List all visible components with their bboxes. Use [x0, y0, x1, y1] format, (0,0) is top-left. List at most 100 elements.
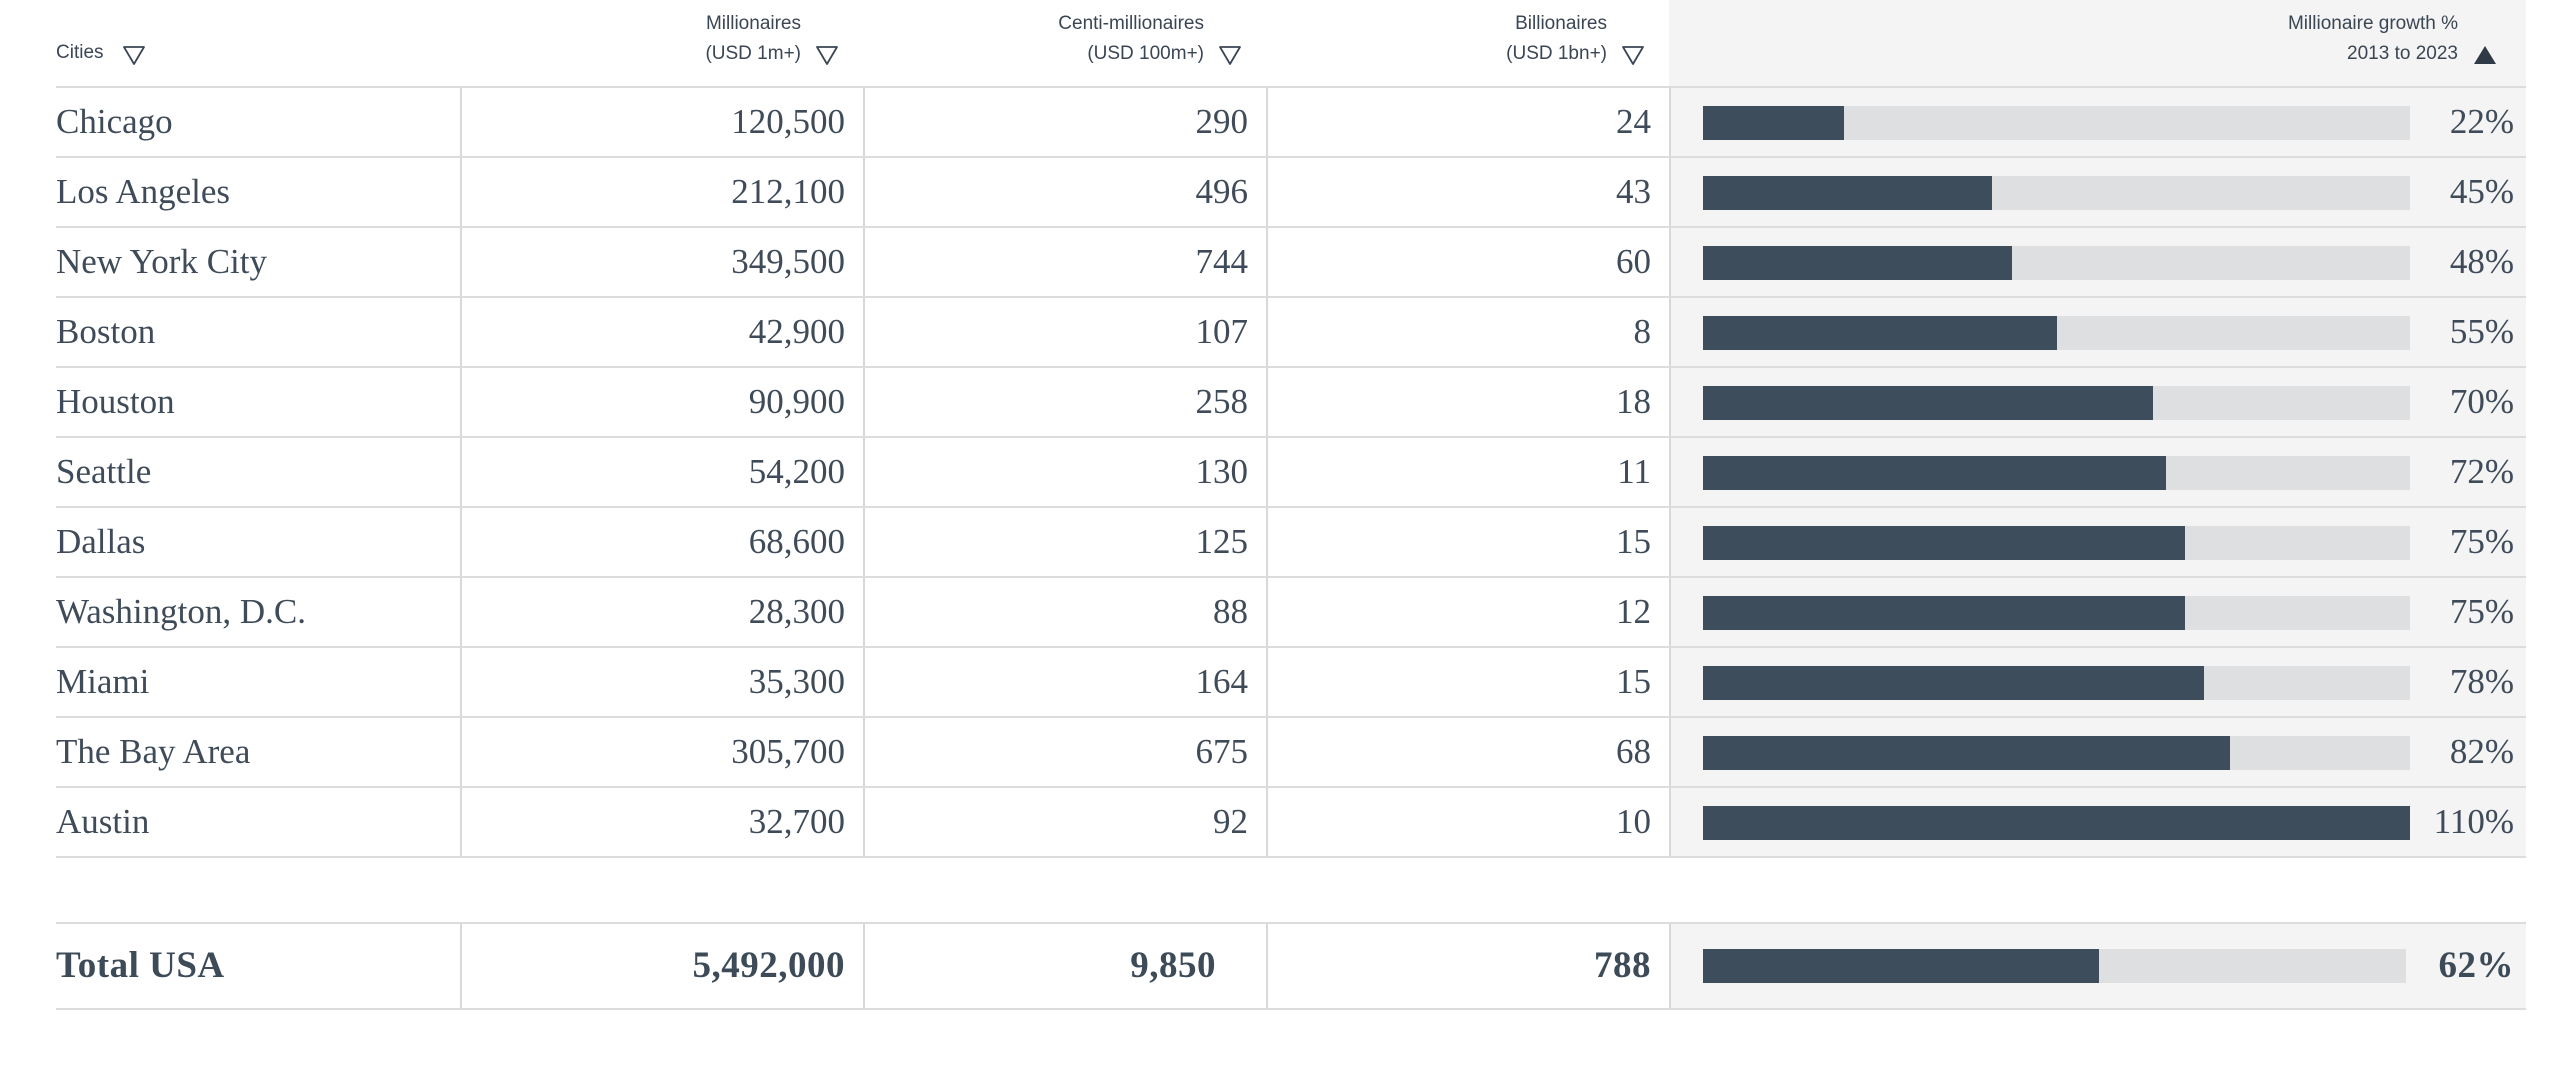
centi-millionaires-value: 258 — [863, 368, 1266, 436]
billionaires-value: 11 — [1266, 438, 1669, 506]
centi-millionaires-value: 496 — [863, 158, 1266, 226]
billionaires-value: 24 — [1266, 88, 1669, 156]
millionaires-value: 68,600 — [460, 508, 863, 576]
centi-millionaires-value: 130 — [863, 438, 1266, 506]
centi-millionaires-value: 125 — [863, 508, 1266, 576]
growth-percent: 75% — [2449, 592, 2514, 631]
growth-bar — [1703, 316, 2057, 350]
growth-cell: 48% — [1669, 228, 2526, 296]
billionaires-value: 43 — [1266, 158, 1669, 226]
header-centi-millionaires[interactable]: Centi-millionaires (USD 100m+) — [863, 0, 1266, 86]
centi-millionaires-value: 675 — [863, 718, 1266, 786]
millionaires-value: 32,700 — [460, 788, 863, 856]
total-centi-millionaires: 9,850 — [863, 924, 1266, 1008]
growth-cell: 55% — [1669, 298, 2526, 366]
growth-bar-track — [1703, 246, 2410, 280]
header-billionaires[interactable]: Billionaires (USD 1bn+) — [1266, 0, 1669, 86]
growth-percent: 70% — [2449, 382, 2514, 421]
city-name: Miami — [56, 662, 150, 701]
growth-percent: 78% — [2449, 662, 2514, 701]
table-row: Chicago 120,500 290 24 22% — [56, 88, 2526, 158]
table-row: Austin 32,700 92 10 110% — [56, 788, 2526, 858]
growth-bar-track — [1703, 666, 2410, 700]
growth-bar — [1703, 526, 2185, 560]
centi-millionaires-value: 107 — [863, 298, 1266, 366]
millionaires-value: 212,100 — [460, 158, 863, 226]
growth-bar-track — [1703, 526, 2410, 560]
growth-cell: 22% — [1669, 88, 2526, 156]
growth-bar-track — [1703, 736, 2410, 770]
growth-cell: 72% — [1669, 438, 2526, 506]
city-name: Houston — [56, 382, 175, 421]
header-centi-unit: (USD 100m+) — [1087, 43, 1204, 64]
billionaires-value: 60 — [1266, 228, 1669, 296]
millionaires-value: 28,300 — [460, 578, 863, 646]
sort-ascending-icon[interactable] — [2472, 43, 2498, 67]
growth-bar — [1703, 806, 2410, 840]
filter-icon[interactable] — [1218, 43, 1242, 67]
growth-bar — [1703, 949, 2099, 983]
billionaires-value: 12 — [1266, 578, 1669, 646]
growth-bar — [1703, 596, 2185, 630]
header-growth-period: 2013 to 2023 — [2347, 43, 2458, 64]
city-name: Seattle — [56, 452, 152, 491]
city-name: Washington, D.C. — [56, 592, 306, 631]
city-name: Los Angeles — [56, 172, 231, 211]
city-name: Dallas — [56, 522, 146, 561]
growth-percent: 22% — [2449, 102, 2514, 141]
growth-bar — [1703, 176, 1992, 210]
table-row: Dallas 68,600 125 15 75% — [56, 508, 2526, 578]
total-millionaires: 5,492,000 — [460, 924, 863, 1008]
centi-millionaires-value: 744 — [863, 228, 1266, 296]
table-row: Boston 42,900 107 8 55% — [56, 298, 2526, 368]
table-row: Washington, D.C. 28,300 88 12 75% — [56, 578, 2526, 648]
growth-bar — [1703, 736, 2230, 770]
filter-icon[interactable] — [815, 43, 839, 67]
billionaires-value: 15 — [1266, 508, 1669, 576]
billionaires-value: 15 — [1266, 648, 1669, 716]
billionaires-value: 18 — [1266, 368, 1669, 436]
header-billionaires-unit: (USD 1bn+) — [1506, 43, 1607, 64]
header-cities-label: Cities — [56, 42, 104, 63]
centi-millionaires-value: 92 — [863, 788, 1266, 856]
header-cities[interactable]: Cities — [56, 0, 460, 86]
growth-bar-track — [1703, 316, 2410, 350]
table-row: Los Angeles 212,100 496 43 45% — [56, 158, 2526, 228]
table-row: Seattle 54,200 130 11 72% — [56, 438, 2526, 508]
header-millionaires-label: Millionaires — [705, 13, 801, 34]
millionaires-value: 35,300 — [460, 648, 863, 716]
growth-bar — [1703, 386, 2153, 420]
centi-millionaires-value: 88 — [863, 578, 1266, 646]
spacer — [56, 858, 2526, 922]
city-name: Boston — [56, 312, 156, 351]
growth-bar-track — [1703, 456, 2410, 490]
centi-millionaires-value: 290 — [863, 88, 1266, 156]
growth-bar-track — [1703, 949, 2406, 983]
table-row: Miami 35,300 164 15 78% — [56, 648, 2526, 718]
growth-cell: 75% — [1669, 508, 2526, 576]
header-billionaires-label: Billionaires — [1515, 13, 1607, 34]
centi-millionaires-value: 164 — [863, 648, 1266, 716]
growth-percent: 72% — [2449, 452, 2514, 491]
billionaires-value: 10 — [1266, 788, 1669, 856]
growth-cell: 78% — [1669, 648, 2526, 716]
growth-percent: 82% — [2449, 732, 2514, 771]
growth-cell: 110% — [1669, 788, 2526, 856]
table-row: New York City 349,500 744 60 48% — [56, 228, 2526, 298]
growth-bar — [1703, 246, 2012, 280]
total-billionaires: 788 — [1266, 924, 1669, 1008]
growth-bar — [1703, 666, 2204, 700]
billionaires-value: 8 — [1266, 298, 1669, 366]
filter-icon[interactable] — [122, 43, 146, 67]
filter-icon[interactable] — [1621, 43, 1645, 67]
millionaires-value: 349,500 — [460, 228, 863, 296]
growth-cell: 75% — [1669, 578, 2526, 646]
table-row: The Bay Area 305,700 675 68 82% — [56, 718, 2526, 788]
growth-percent: 75% — [2449, 522, 2514, 561]
growth-bar — [1703, 106, 1844, 140]
header-millionaire-growth[interactable]: Millionaire growth % 2013 to 2023 — [1669, 0, 2526, 86]
millionaires-value: 120,500 — [460, 88, 863, 156]
header-millionaires[interactable]: Millionaires (USD 1m+) — [460, 0, 863, 86]
millionaires-value: 42,900 — [460, 298, 863, 366]
growth-percent: 110% — [2433, 802, 2514, 841]
